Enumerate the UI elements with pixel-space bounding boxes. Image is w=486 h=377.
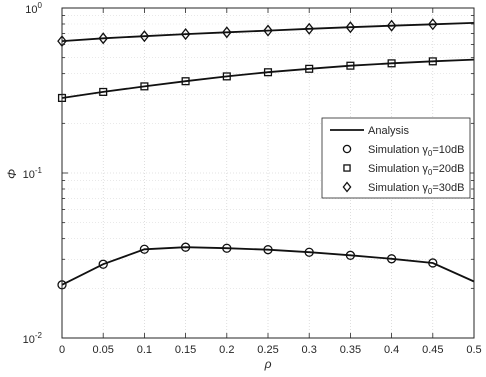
simulation-point-square bbox=[99, 87, 108, 96]
legend-box bbox=[321, 117, 471, 199]
simulation-point-circle bbox=[98, 259, 108, 269]
simulation-point-square bbox=[263, 68, 273, 77]
simulation-point-diamond bbox=[345, 21, 356, 34]
x-tick-labels: 0 0.05 0.1 0.15 0.2 0.25 0.3 0.35 0.4 0.45 0.5 bbox=[59, 344, 482, 356]
analysis-line-diamond bbox=[61, 22, 475, 42]
legend-label: Analysis bbox=[368, 125, 409, 137]
simulation-point-diamond bbox=[180, 28, 191, 41]
legend-label: Simulation γ0=10dB bbox=[368, 144, 465, 158]
x-tick-label: 0.45 bbox=[422, 344, 443, 356]
simulation-point-circle bbox=[263, 245, 273, 255]
legend-label: Simulation γ0=20dB bbox=[368, 163, 465, 177]
simulation-point-diamond bbox=[139, 30, 150, 43]
simulation-point-diamond bbox=[427, 18, 438, 31]
x-tick-label: 0.25 bbox=[257, 344, 278, 356]
axis-ticks bbox=[61, 7, 475, 339]
x-tick-label: 0.35 bbox=[340, 344, 361, 356]
simulation-point-circle bbox=[180, 242, 191, 252]
simulation-point-diamond bbox=[263, 24, 273, 37]
x-tick-label: 0.4 bbox=[384, 344, 399, 356]
simulation-point-circle bbox=[304, 247, 314, 257]
x-tick-label: 0.3 bbox=[302, 344, 317, 356]
analysis-line-circle bbox=[61, 246, 475, 286]
legend-marker-circle bbox=[342, 144, 352, 154]
x-tick-label: 0 bbox=[59, 344, 65, 356]
simulation-point-square bbox=[346, 61, 355, 70]
x-tick-label: 0.2 bbox=[219, 344, 234, 356]
simulation-point-square bbox=[305, 64, 314, 73]
x-tick-label: 0.05 bbox=[92, 344, 113, 356]
y-tick-label: 100 bbox=[25, 1, 42, 16]
simulation-point-circle bbox=[222, 243, 232, 253]
x-tick-label: 0.5 bbox=[466, 344, 481, 356]
legend-marker-diamond bbox=[342, 181, 352, 193]
simulation-point-circle bbox=[428, 258, 438, 268]
y-tick-labels: 10-2 10-1 100 bbox=[23, 1, 43, 346]
analysis-curves bbox=[61, 22, 475, 286]
legend-entries: Analysis Simulation γ0=10dB Simulation γ0=… bbox=[330, 125, 465, 196]
simulation-point-diamond bbox=[98, 32, 109, 45]
simulation-point-diamond bbox=[221, 26, 232, 39]
y-tick-label: 10-1 bbox=[23, 166, 43, 181]
simulation-point-circle bbox=[386, 254, 397, 264]
simulation-point-circle bbox=[139, 244, 150, 254]
analysis-line-square bbox=[61, 58, 475, 99]
simulation-point-diamond bbox=[386, 19, 397, 32]
simulation-point-circle bbox=[345, 250, 356, 260]
y-axis-label: Φ bbox=[5, 169, 19, 179]
simulation-markers bbox=[57, 18, 438, 290]
simulation-point-diamond bbox=[304, 22, 315, 35]
simulation-point-square bbox=[181, 77, 190, 86]
legend-marker-square bbox=[343, 164, 351, 172]
x-axis-label: ρ bbox=[264, 357, 272, 371]
legend-label: Simulation γ0=30dB bbox=[368, 182, 465, 196]
x-tick-label: 0.15 bbox=[175, 344, 196, 356]
simulation-point-square bbox=[222, 72, 231, 81]
simulation-point-square bbox=[387, 59, 396, 68]
x-tick-label: 0.1 bbox=[137, 344, 152, 356]
simulation-point-square bbox=[428, 57, 437, 66]
simulation-point-square bbox=[140, 82, 149, 91]
legend: Analysis Simulation γ0=10dB Simulation γ0=… bbox=[321, 117, 471, 199]
y-tick-label: 10-2 bbox=[23, 331, 43, 346]
